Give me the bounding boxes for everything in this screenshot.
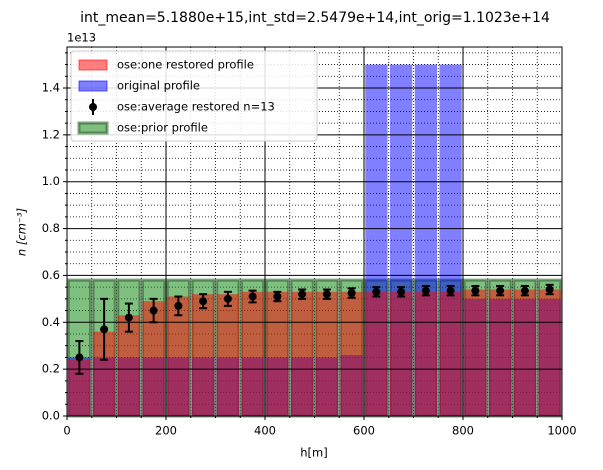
legend-swatch <box>78 80 108 92</box>
y-tick-label: 0.4 <box>42 315 60 329</box>
bar <box>68 359 91 416</box>
error-point <box>124 313 133 322</box>
error-point <box>496 286 505 295</box>
bar <box>216 294 240 416</box>
error-point <box>100 325 109 334</box>
y-tick-label: 1.4 <box>42 81 60 95</box>
error-point <box>421 286 430 295</box>
bar <box>340 291 363 416</box>
bar <box>464 289 487 416</box>
error-point <box>223 294 232 303</box>
bar <box>142 301 165 416</box>
bar <box>167 296 190 416</box>
bar <box>414 291 438 416</box>
bar <box>488 289 512 416</box>
error-point <box>248 292 257 301</box>
bar <box>290 291 314 416</box>
error-point <box>545 285 554 294</box>
y-axis-label: n [cm⁻³] <box>15 208 29 256</box>
error-point <box>149 306 158 315</box>
bar <box>389 291 413 416</box>
legend-box <box>70 50 318 142</box>
bar <box>92 331 116 416</box>
bar <box>538 289 561 416</box>
error-point <box>174 301 183 310</box>
x-tick-label: 0 <box>63 424 70 438</box>
legend-label: original profile <box>117 79 200 93</box>
y-offset: 1e13 <box>67 31 96 45</box>
legend-swatch <box>78 59 108 71</box>
x-tick-label: 800 <box>452 424 474 438</box>
bar <box>439 291 462 416</box>
bar <box>315 291 339 416</box>
chart-title: int_mean=5.1880e+15,int_std=2.5479e+14,i… <box>80 10 550 26</box>
legend-swatch <box>89 103 97 111</box>
y-tick-label: 1.2 <box>42 127 60 141</box>
x-axis-label: h[m] <box>300 446 327 460</box>
x-tick-label: 400 <box>254 424 276 438</box>
bar <box>117 315 141 416</box>
error-point <box>75 353 84 362</box>
bar <box>513 289 537 416</box>
error-point <box>397 287 406 296</box>
error-point <box>446 286 455 295</box>
legend-label: ose:average restored n=13 <box>117 100 275 114</box>
bar <box>241 291 264 416</box>
error-point <box>199 297 208 306</box>
y-tick-label: 0.0 <box>42 409 60 423</box>
legend-swatch <box>77 121 109 135</box>
x-tick-label: 600 <box>353 424 375 438</box>
bar <box>191 294 215 416</box>
error-point <box>347 289 356 297</box>
error-point <box>322 290 331 299</box>
legend-label: ose:one restored profile <box>117 58 254 72</box>
bar <box>365 291 388 416</box>
error-point <box>372 287 381 296</box>
y-tick-label: 0.8 <box>42 221 60 235</box>
y-tick-label: 0.6 <box>42 268 60 282</box>
error-point <box>520 286 529 295</box>
x-tick-label: 200 <box>155 424 177 438</box>
legend-label: ose:prior profile <box>117 121 208 135</box>
y-tick-label: 0.2 <box>42 362 60 376</box>
error-point <box>471 286 480 295</box>
bar <box>266 291 289 416</box>
y-tick-label: 1.0 <box>42 174 60 188</box>
error-point <box>298 290 307 299</box>
error-point <box>273 292 282 301</box>
x-tick-label: 1000 <box>547 424 576 438</box>
